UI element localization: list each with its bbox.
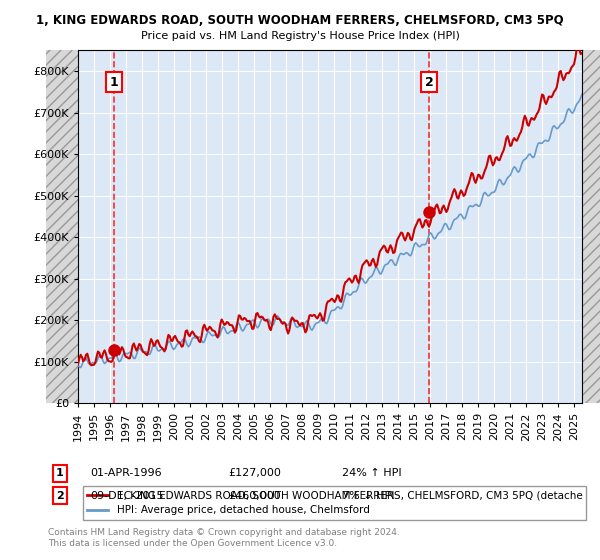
Bar xyxy=(46,50,78,403)
Text: 24% ↑ HPI: 24% ↑ HPI xyxy=(342,468,401,478)
Text: Contains HM Land Registry data © Crown copyright and database right 2024.
This d: Contains HM Land Registry data © Crown c… xyxy=(48,528,400,548)
Text: 1, KING EDWARDS ROAD, SOUTH WOODHAM FERRERS, CHELMSFORD, CM3 5PQ: 1, KING EDWARDS ROAD, SOUTH WOODHAM FERR… xyxy=(36,14,564,27)
Text: £460,000: £460,000 xyxy=(228,491,281,501)
Text: 09-DEC-2015: 09-DEC-2015 xyxy=(90,491,163,501)
Text: 1: 1 xyxy=(56,468,64,478)
Legend: 1, KING EDWARDS ROAD, SOUTH WOODHAM FERRERS, CHELMSFORD, CM3 5PQ (detache, HPI: : 1, KING EDWARDS ROAD, SOUTH WOODHAM FERR… xyxy=(83,486,586,520)
Text: 01-APR-1996: 01-APR-1996 xyxy=(90,468,161,478)
Text: 1: 1 xyxy=(110,76,118,88)
Text: £127,000: £127,000 xyxy=(228,468,281,478)
Text: 2: 2 xyxy=(425,76,433,88)
Text: 2: 2 xyxy=(56,491,64,501)
Text: Price paid vs. HM Land Registry's House Price Index (HPI): Price paid vs. HM Land Registry's House … xyxy=(140,31,460,41)
Bar xyxy=(582,50,600,403)
Text: 7% ↓ HPI: 7% ↓ HPI xyxy=(342,491,395,501)
